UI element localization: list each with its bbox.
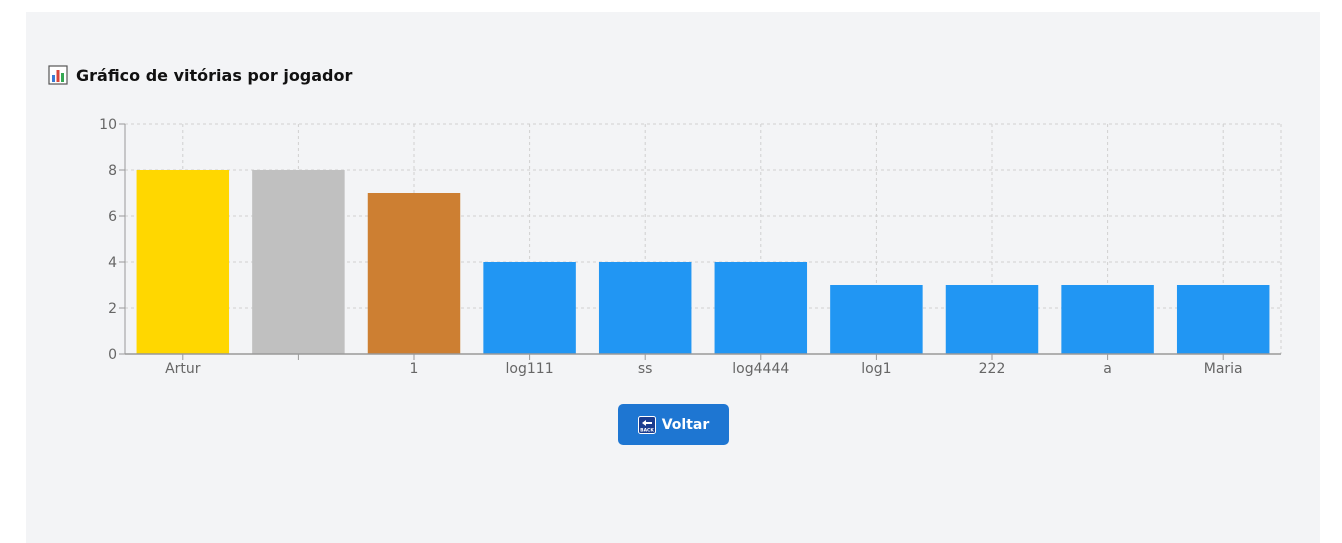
tick-labels: 0 2 4 6 8 10 Artur 1 log111 ss log4444 log1 222 a Mari… bbox=[99, 117, 1242, 377]
y-tick-label: 6 bbox=[108, 209, 117, 225]
y-tick-label: 0 bbox=[108, 347, 117, 363]
bar bbox=[1061, 285, 1154, 354]
y-tick-label: 2 bbox=[108, 301, 117, 317]
back-button[interactable]: BACK Voltar bbox=[618, 404, 729, 445]
back-arrow-icon: BACK bbox=[637, 415, 656, 434]
bar-chart-icon bbox=[48, 65, 68, 85]
back-button-label: Voltar bbox=[661, 416, 710, 433]
x-tick-label: log4444 bbox=[732, 361, 789, 377]
bar bbox=[598, 262, 692, 354]
y-tick-label: 8 bbox=[108, 163, 117, 179]
y-tick-label: 10 bbox=[99, 117, 117, 133]
x-tick-label: a bbox=[1103, 361, 1112, 377]
x-tick-label: 222 bbox=[979, 361, 1006, 377]
svg-text:BACK: BACK bbox=[640, 427, 654, 433]
x-tick-label: Maria bbox=[1204, 361, 1243, 377]
bar bbox=[945, 285, 1039, 354]
bar bbox=[714, 262, 808, 354]
bar bbox=[830, 285, 923, 354]
bar bbox=[483, 262, 576, 354]
bar bbox=[367, 193, 461, 354]
x-tick-label: 1 bbox=[410, 361, 419, 377]
bar bbox=[136, 170, 230, 354]
bars bbox=[136, 170, 1270, 354]
bar-chart: 0 2 4 6 8 10 Artur 1 log111 ss log4444 log1 222 a Mari… bbox=[99, 117, 1282, 377]
x-tick-label: ss bbox=[638, 361, 653, 377]
y-tick-label: 4 bbox=[108, 255, 117, 271]
axes bbox=[119, 123, 1281, 360]
bar bbox=[252, 170, 345, 354]
chart-title-text: Gráfico de vitórias por jogador bbox=[76, 65, 353, 85]
x-tick-label: log111 bbox=[506, 361, 554, 377]
bar bbox=[1176, 285, 1270, 354]
x-tick-label: Artur bbox=[165, 361, 201, 377]
chart-title: Gráfico de vitórias por jogador bbox=[48, 63, 352, 87]
x-tick-label: log1 bbox=[861, 361, 891, 377]
